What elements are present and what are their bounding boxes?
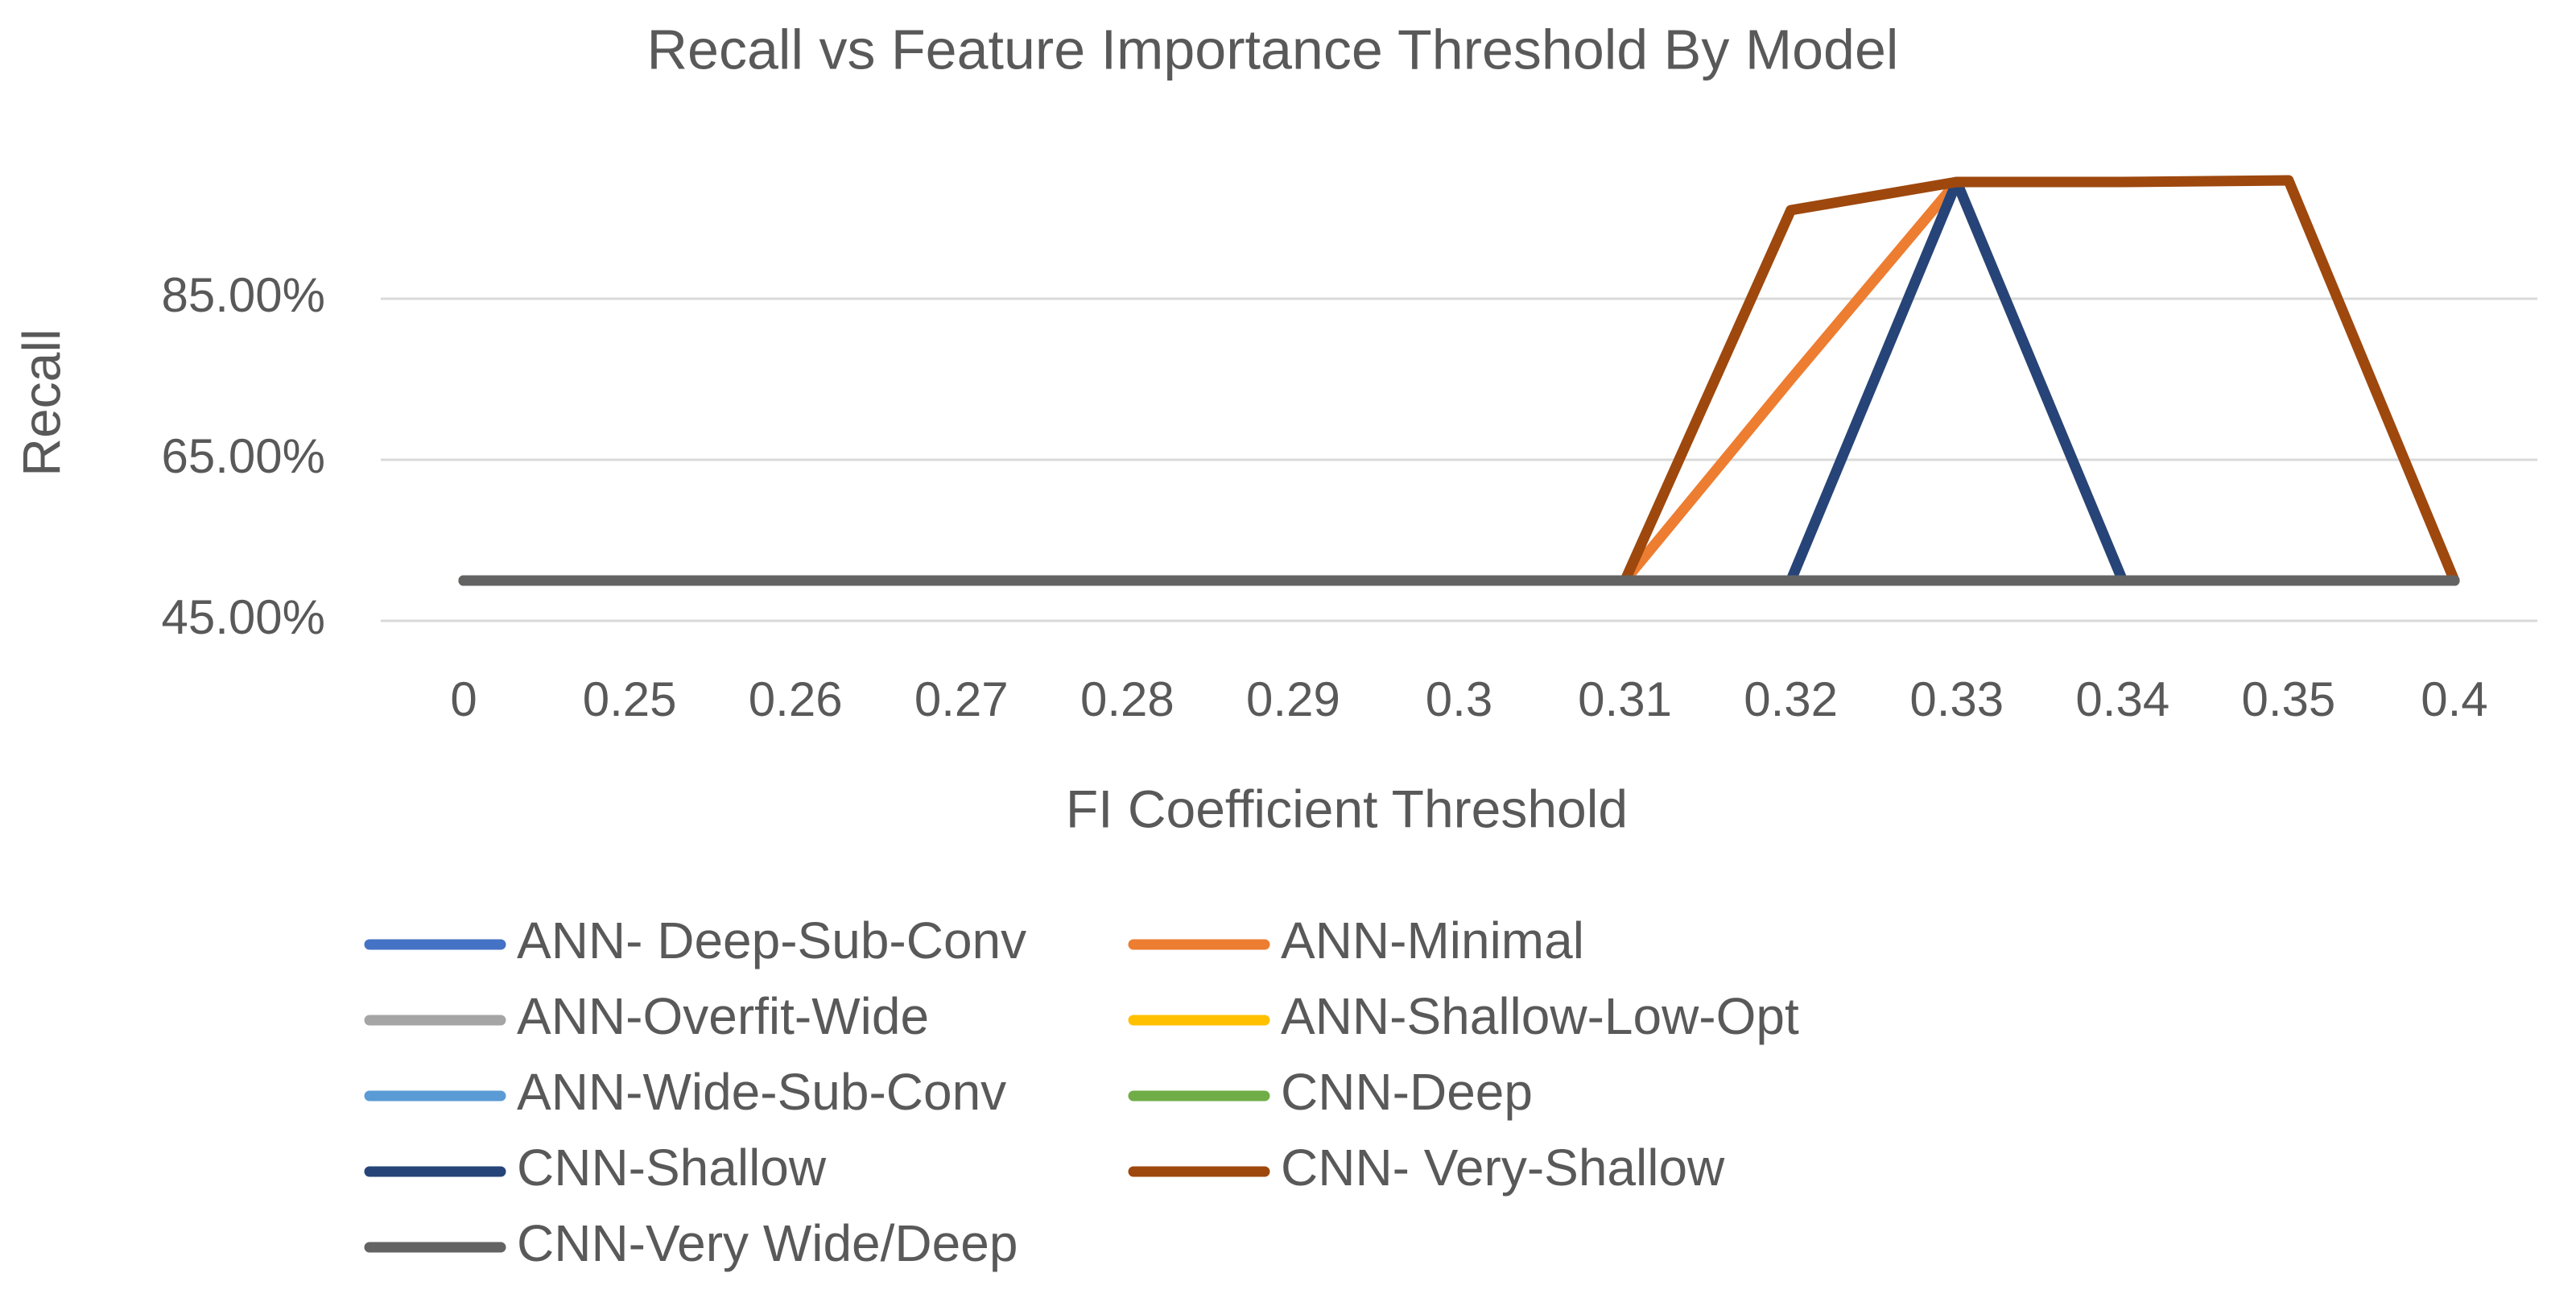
x-tick-label: 0.26: [749, 672, 843, 726]
legend-label: ANN-Wide-Sub-Conv: [517, 1063, 1006, 1121]
legend-label: CNN-Shallow: [517, 1139, 827, 1197]
y-tick-label: 45.00%: [162, 590, 326, 644]
chart-title: Recall vs Feature Importance Threshold B…: [647, 18, 1899, 81]
legend-label: CNN-Very Wide/Deep: [517, 1214, 1018, 1272]
legend-label: ANN-Overfit-Wide: [517, 987, 929, 1045]
x-tick-label: 0.3: [1426, 672, 1492, 726]
series-line: [458, 176, 2460, 586]
x-tick-label: 0.25: [583, 672, 677, 726]
x-tick-label: 0.28: [1080, 672, 1174, 726]
legend-label: ANN-Shallow-Low-Opt: [1281, 987, 1799, 1045]
x-tick-label: 0.31: [1578, 672, 1672, 726]
x-tick-label: 0.35: [2241, 672, 2335, 726]
series-line: [458, 176, 2460, 586]
x-tick-label: 0.29: [1246, 672, 1340, 726]
legend-label: CNN-Deep: [1281, 1063, 1533, 1121]
series-line: [458, 176, 2460, 586]
x-tick-label: 0: [450, 672, 477, 726]
y-tick-label: 65.00%: [162, 429, 326, 483]
legend-label: ANN-Minimal: [1281, 911, 1584, 969]
x-axis-title: FI Coefficient Threshold: [1066, 779, 1628, 838]
y-axis-title: Recall: [11, 329, 71, 476]
x-tick-label: 0.4: [2421, 672, 2487, 726]
x-tick-label: 0.27: [914, 672, 1009, 726]
x-tick-label: 0.34: [2075, 672, 2169, 726]
legend-label: CNN- Very-Shallow: [1281, 1139, 1725, 1197]
x-tick-label: 0.33: [1909, 672, 2004, 726]
x-tick-label: 0.32: [1744, 672, 1838, 726]
series-line: [458, 175, 2460, 586]
y-tick-label: 85.00%: [162, 268, 326, 322]
legend-label: ANN- Deep-Sub-Conv: [517, 911, 1026, 969]
